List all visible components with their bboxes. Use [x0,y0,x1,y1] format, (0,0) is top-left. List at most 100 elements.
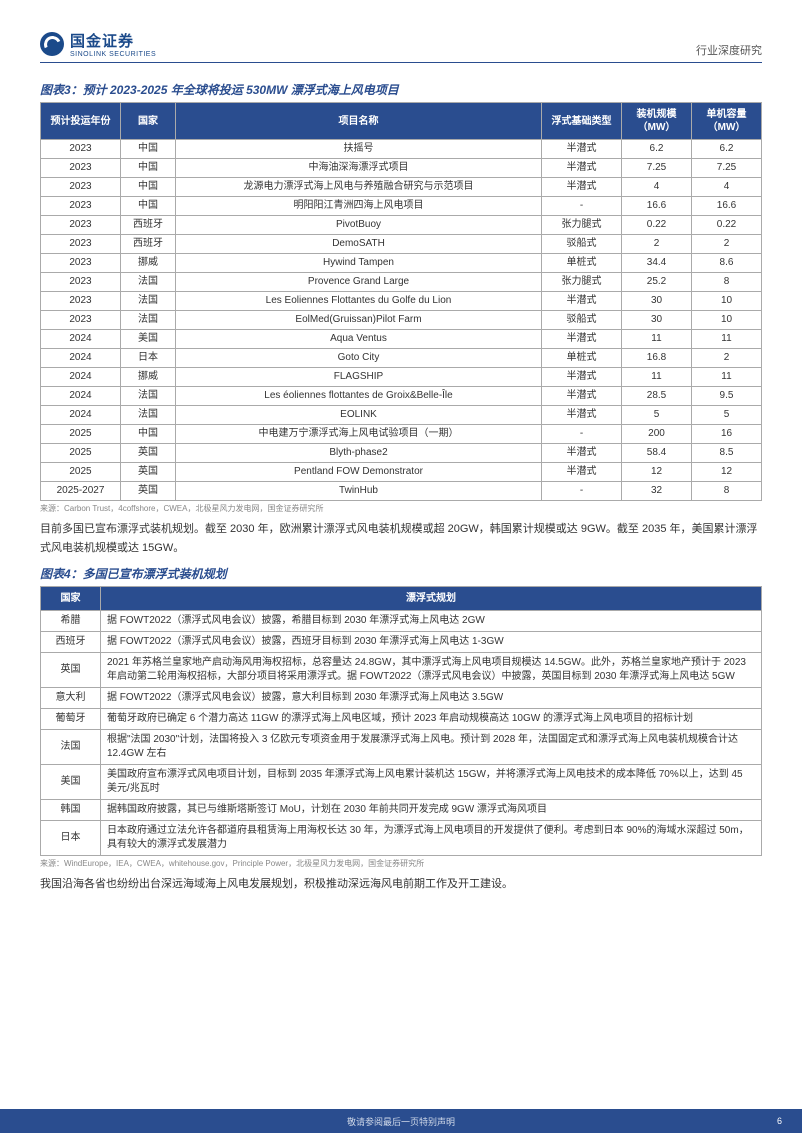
table-cell: 6.2 [692,140,762,159]
table-cell: 10 [692,292,762,311]
table-cell: 挪威 [121,368,176,387]
table-row: 2023中国中海油深海漂浮式项目半潜式7.257.25 [41,159,762,178]
table-cell: 中国 [121,140,176,159]
table-row: 2025英国Blyth-phase2半潜式58.48.5 [41,444,762,463]
table-cell: 8.5 [692,444,762,463]
table-cell: 16.6 [622,197,692,216]
table-row: 2023法国EolMed(Gruissan)Pilot Farm驳船式3010 [41,311,762,330]
table-header: 国家 [41,587,101,611]
table-cell: FLAGSHIP [176,368,542,387]
table-cell: 10 [692,311,762,330]
table-cell: 7.25 [692,159,762,178]
footer-disclaimer: 敬请参阅最后一页特别声明 [347,1115,455,1128]
doc-type: 行业深度研究 [696,42,762,58]
table-row: 2023挪威Hywind Tampen单桩式34.48.6 [41,254,762,273]
table-header: 单机容量（MW） [692,103,762,140]
table-cell: 明阳阳江青洲四海上风电项目 [176,197,542,216]
table-cell: 30 [622,292,692,311]
table-cell: 11 [622,368,692,387]
table-row: 2024挪威FLAGSHIP半潜式1111 [41,368,762,387]
table-cell: 日本 [121,349,176,368]
table-cell: 11 [622,330,692,349]
table-row: 2024日本Goto City单桩式16.82 [41,349,762,368]
table-cell: 25.2 [622,273,692,292]
table-cell: 法国 [41,730,101,765]
table-cell: 半潜式 [542,159,622,178]
table-row: 葡萄牙葡萄牙政府已确定 6 个潜力高达 11GW 的漂浮式海上风电区域，预计 2… [41,709,762,730]
table-row: 2023中国扶摇号半潜式6.26.2 [41,140,762,159]
table-cell: 半潜式 [542,178,622,197]
table-cell: 法国 [121,311,176,330]
table-cell: 据韩国政府披露，其已与维斯塔斯签订 MoU，计划在 2030 年前共同开发完成 … [101,800,762,821]
table-cell: PivotBuoy [176,216,542,235]
table-cell: Blyth-phase2 [176,444,542,463]
table-cell: 2025-2027 [41,482,121,501]
table-cell: 4 [622,178,692,197]
table-cell: 半潜式 [542,406,622,425]
table-cell: 2023 [41,273,121,292]
table-cell: EolMed(Gruissan)Pilot Farm [176,311,542,330]
table-cell: 中国 [121,197,176,216]
table-cell: 2023 [41,254,121,273]
table-row: 希腊据 FOWT2022（漂浮式风电会议）披露，希腊目标到 2030 年漂浮式海… [41,611,762,632]
table-cell: 2025 [41,463,121,482]
table-cell: 西班牙 [121,216,176,235]
table-row: 2023西班牙PivotBuoy张力腿式0.220.22 [41,216,762,235]
table-row: 2025中国中电建万宁漂浮式海上风电试验项目（一期）-20016 [41,425,762,444]
table-cell: 美国 [121,330,176,349]
logo-icon [40,32,64,56]
table-cell: 半潜式 [542,444,622,463]
table-cell: 葡萄牙政府已确定 6 个潜力高达 11GW 的漂浮式海上风电区域，预计 2023… [101,709,762,730]
table-row: 法国根据"法国 2030"计划，法国将投入 3 亿欧元专项资金用于发展漂浮式海上… [41,730,762,765]
table-row: 2023法国Les Eoliennes Flottantes du Golfe … [41,292,762,311]
table-cell: 日本政府通过立法允许各都道府县租赁海上用海权长达 30 年，为漂浮式海上风电项目… [101,821,762,856]
table-row: 韩国据韩国政府披露，其已与维斯塔斯签订 MoU，计划在 2030 年前共同开发完… [41,800,762,821]
table-cell: 8.6 [692,254,762,273]
table-cell: 8 [692,273,762,292]
paragraph-1: 目前多国已宣布漂浮式装机规划。截至 2030 年，欧洲累计漂浮式风电装机规模或超… [40,520,762,557]
table-cell: 12 [622,463,692,482]
table-row: 英国2021 年苏格兰皇家地产启动海风用海权招标，总容量达 24.8GW，其中漂… [41,653,762,688]
table-cell: - [542,425,622,444]
table-cell: Provence Grand Large [176,273,542,292]
table-cell: 200 [622,425,692,444]
table-cell: 2023 [41,178,121,197]
table-cell: 16.8 [622,349,692,368]
table-cell: 据 FOWT2022（漂浮式风电会议）披露，意大利目标到 2030 年漂浮式海上… [101,688,762,709]
table-cell: 16 [692,425,762,444]
table-cell: 张力腿式 [542,273,622,292]
table-row: 意大利据 FOWT2022（漂浮式风电会议）披露，意大利目标到 2030 年漂浮… [41,688,762,709]
table-row: 2024法国Les éoliennes flottantes de Groix&… [41,387,762,406]
table-cell: 中海油深海漂浮式项目 [176,159,542,178]
table-cell: 2 [622,235,692,254]
table-cell: 西班牙 [121,235,176,254]
table-cell: 11 [692,368,762,387]
table-cell: 2023 [41,140,121,159]
table-cell: 2023 [41,216,121,235]
table-cell: 5 [622,406,692,425]
page-footer: 敬请参阅最后一页特别声明 6 [0,1109,802,1133]
table-row: 2023中国龙源电力漂浮式海上风电与养殖融合研究与示范项目半潜式44 [41,178,762,197]
table-cell: 2 [692,349,762,368]
table-cell: 中国 [121,425,176,444]
table-cell: 2023 [41,197,121,216]
table-row: 2023法国Provence Grand Large张力腿式25.28 [41,273,762,292]
chart4-title: 图表4：多国已宣布漂浮式装机规划 [40,565,762,582]
table-cell: 日本 [41,821,101,856]
table-cell: 2024 [41,406,121,425]
table-cell: 4 [692,178,762,197]
table-cell: 9.5 [692,387,762,406]
chart3-title: 图表3：预计 2023-2025 年全球将投运 530MW 漂浮式海上风电项目 [40,81,762,98]
paragraph-2: 我国沿海各省也纷纷出台深远海域海上风电发展规划，积极推动深远海风电前期工作及开工… [40,875,762,894]
table-cell: - [542,482,622,501]
table-cell: 8 [692,482,762,501]
table-cell: 中国 [121,178,176,197]
table-cell: 半潜式 [542,292,622,311]
table-cell: 2023 [41,159,121,178]
table-cell: 据 FOWT2022（漂浮式风电会议）披露，西班牙目标到 2030 年漂浮式海上… [101,632,762,653]
table-cell: 2025 [41,444,121,463]
table-cell: 驳船式 [542,235,622,254]
table-cell: 12 [692,463,762,482]
table-cell: 龙源电力漂浮式海上风电与养殖融合研究与示范项目 [176,178,542,197]
table-cell: 半潜式 [542,387,622,406]
